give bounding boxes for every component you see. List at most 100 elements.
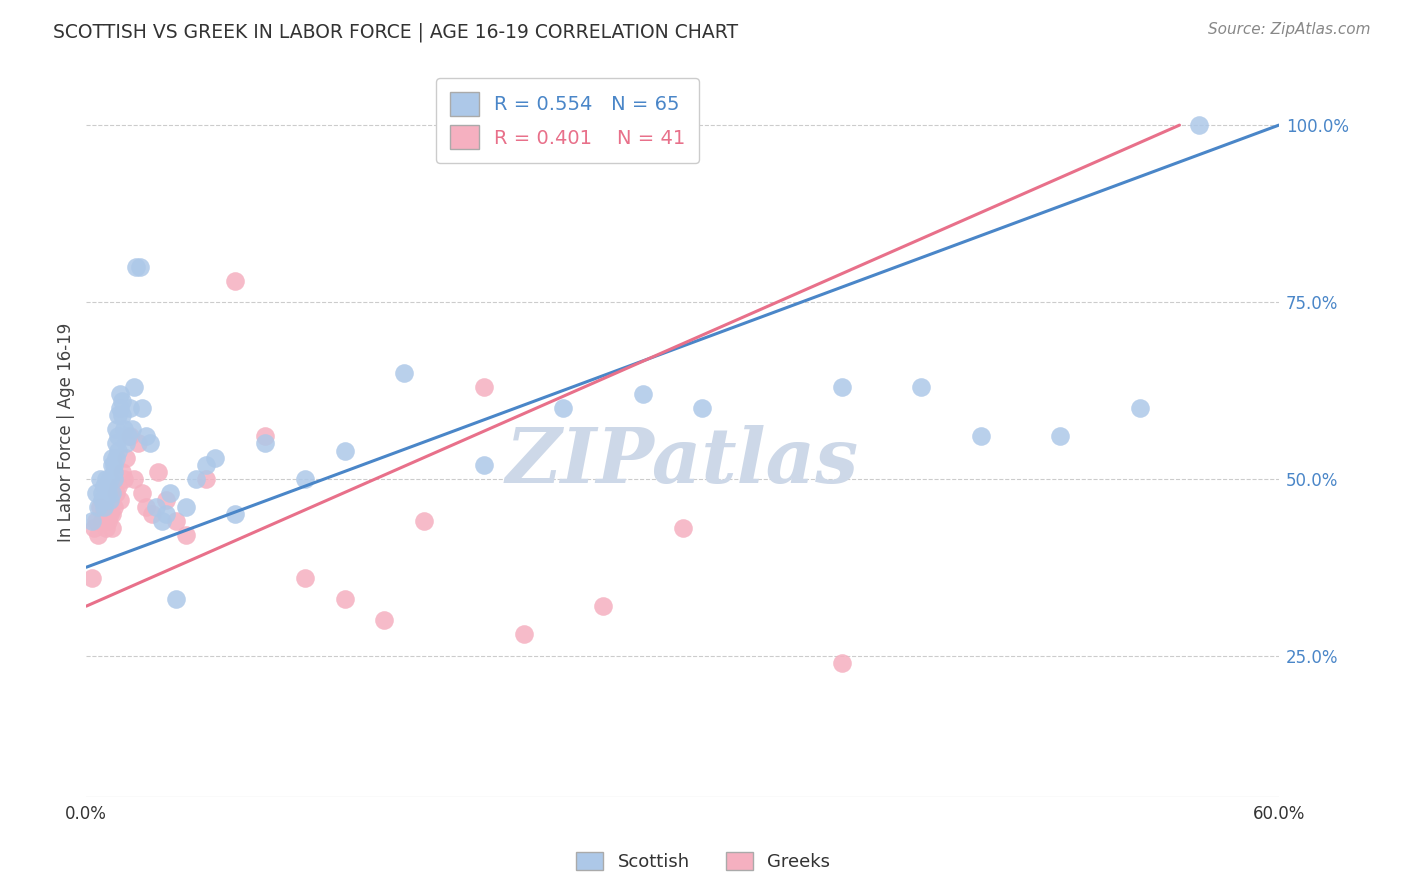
Point (204, 450, 226, 465)
Point (96, 493, 118, 508)
Point (184, 472, 207, 486)
Point (98, 507, 121, 521)
Point (115, 450, 138, 465)
Point (111, 408, 134, 422)
Point (129, 260, 152, 274)
Point (413, 514, 436, 528)
Point (101, 521, 124, 535)
Point (174, 528, 197, 542)
Point (1188, 118, 1211, 132)
Point (155, 493, 177, 508)
Point (91, 486, 114, 500)
Point (112, 472, 135, 486)
Point (105, 436, 128, 450)
Legend: R = 0.554   N = 65, R = 0.401    N = 41: R = 0.554 N = 65, R = 0.401 N = 41 (436, 78, 699, 162)
Point (155, 507, 177, 521)
Point (115, 436, 138, 450)
Point (125, 260, 148, 274)
Point (97, 479, 120, 493)
Point (122, 380, 145, 394)
Point (107, 443, 129, 458)
Point (131, 486, 153, 500)
Point (631, 387, 654, 401)
Point (472, 458, 495, 472)
Point (121, 422, 143, 436)
Point (97, 486, 120, 500)
Y-axis label: In Labor Force | Age 16-19: In Labor Force | Age 16-19 (58, 323, 75, 542)
Point (373, 613, 395, 627)
Point (145, 500, 167, 515)
Point (112, 422, 135, 436)
Point (254, 429, 277, 443)
Point (127, 436, 149, 450)
Point (174, 500, 197, 515)
Point (82, 571, 104, 585)
Point (117, 429, 139, 443)
Point (1129, 401, 1152, 415)
Text: Source: ZipAtlas.com: Source: ZipAtlas.com (1208, 22, 1371, 37)
Point (592, 599, 614, 614)
Point (135, 500, 157, 515)
Point (118, 429, 141, 443)
Point (107, 429, 129, 443)
Point (150, 514, 173, 528)
Point (98, 472, 121, 486)
Point (333, 592, 356, 607)
Point (294, 472, 316, 486)
Point (472, 380, 495, 394)
Point (165, 592, 187, 607)
Point (87, 528, 110, 542)
Point (105, 422, 128, 436)
Point (89, 472, 111, 486)
Point (111, 394, 134, 409)
Point (83, 521, 105, 535)
Point (89, 500, 111, 515)
Point (84, 486, 107, 500)
Point (1049, 429, 1071, 443)
Point (93, 507, 115, 521)
Point (333, 443, 356, 458)
Point (394, 366, 416, 380)
Point (84, 514, 107, 528)
Point (91, 493, 114, 508)
Point (101, 458, 124, 472)
Point (107, 408, 129, 422)
Point (87, 500, 110, 515)
Point (118, 401, 141, 415)
Text: ZIPatlas: ZIPatlas (506, 425, 859, 499)
Point (96, 521, 118, 535)
Point (224, 507, 246, 521)
Point (82, 514, 104, 528)
Point (131, 401, 153, 415)
Point (108, 401, 131, 415)
Point (107, 479, 129, 493)
Point (553, 401, 575, 415)
Point (93, 479, 115, 493)
Point (108, 493, 131, 508)
Point (692, 401, 714, 415)
Point (294, 571, 316, 585)
Point (101, 450, 124, 465)
Point (970, 429, 993, 443)
Point (194, 472, 217, 486)
Point (93, 500, 115, 515)
Point (671, 521, 693, 535)
Point (194, 458, 217, 472)
Point (159, 486, 181, 500)
Point (831, 380, 853, 394)
Point (122, 472, 145, 486)
Point (103, 472, 125, 486)
Point (254, 436, 277, 450)
Point (96, 472, 118, 486)
Point (512, 627, 534, 641)
Point (103, 500, 125, 515)
Point (101, 507, 124, 521)
Point (103, 465, 125, 479)
Point (105, 450, 128, 465)
Point (224, 274, 246, 288)
Point (910, 380, 932, 394)
Point (103, 458, 125, 472)
Point (108, 387, 131, 401)
Point (105, 486, 128, 500)
Legend: Scottish, Greeks: Scottish, Greeks (568, 845, 838, 879)
